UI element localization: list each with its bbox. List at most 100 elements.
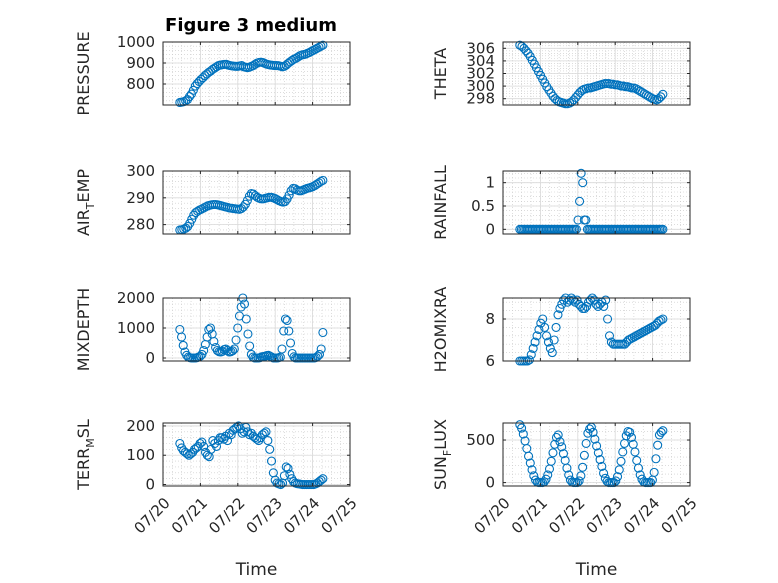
data-point [588, 427, 598, 437]
y-tick-label: 100 [126, 446, 155, 464]
data-point [318, 40, 328, 50]
data-point [176, 332, 187, 342]
data-point [581, 215, 591, 225]
data-point [571, 224, 581, 234]
y-axis-label-subscript: F [441, 450, 454, 456]
data-point [593, 448, 603, 458]
data-point [314, 349, 325, 359]
data-point [316, 176, 326, 187]
axes-box [502, 422, 691, 487]
panel-pressure: 800 900 1000 PRESSURE [74, 31, 351, 116]
data-point [562, 463, 572, 473]
y-tick-label: 0 [485, 220, 495, 238]
data-point [616, 456, 626, 466]
data-point [241, 314, 251, 324]
y-axis-label: SUNFLUX [431, 419, 454, 490]
data-point [178, 340, 188, 350]
axes-box [162, 422, 351, 487]
data-point [209, 336, 219, 347]
y-tick-label: 8 [485, 310, 495, 328]
data-point [553, 430, 563, 440]
y-axis-label-main: TERR [74, 448, 93, 491]
data-point [518, 429, 528, 439]
data-point [656, 427, 666, 437]
data-point [649, 467, 659, 477]
data-point [603, 314, 613, 324]
axes-box [502, 297, 691, 362]
data-point [277, 344, 287, 354]
y-tick-label: 1000 [117, 33, 155, 51]
data-point [546, 456, 556, 466]
data-point [231, 335, 241, 345]
data-point [175, 438, 185, 449]
data-point [599, 468, 609, 478]
data-point [263, 436, 273, 446]
x-axis-label: Time [235, 560, 278, 580]
y-axis-label-main: H2OMIXRA [431, 287, 450, 373]
data-point [557, 442, 567, 452]
data-point [555, 437, 565, 447]
data-point [266, 456, 277, 466]
data-point [259, 428, 269, 438]
data-point [313, 351, 323, 361]
data-point [316, 344, 326, 354]
data-point [199, 345, 209, 356]
data-point [523, 451, 534, 461]
data-point [604, 331, 615, 341]
data-point [538, 314, 548, 324]
y-tick-label: 0 [485, 474, 495, 492]
y-tick-label: 0.5 [471, 197, 495, 215]
data-point [592, 441, 602, 451]
y-tick-label: 306 [466, 39, 495, 57]
data-point [201, 202, 211, 212]
data-point [233, 323, 243, 333]
y-axis-label: THETA [431, 48, 450, 100]
data-point [284, 190, 294, 200]
y-axis-label-main: MIXDEPTH [74, 288, 93, 371]
data-point [197, 437, 207, 447]
data-point [238, 202, 248, 212]
data-point [630, 447, 640, 457]
panel-h2omixra: 6 8 H2OMIXRA [431, 287, 691, 373]
data-point [548, 448, 558, 458]
y-axis-label-main: SUN [431, 456, 450, 490]
data-point [205, 323, 216, 333]
data-point [245, 341, 255, 351]
y-axis-label-main: AIR [74, 209, 93, 236]
data-point [276, 479, 286, 490]
y-tick-label: 0 [145, 349, 155, 367]
data-point [282, 315, 292, 326]
y-tick-label: 200 [126, 417, 155, 435]
data-point [601, 295, 611, 305]
data-point [575, 196, 585, 206]
data-point [576, 471, 586, 481]
data-point [612, 472, 623, 482]
data-point [658, 224, 668, 234]
data-point [633, 463, 644, 473]
data-point [611, 476, 621, 486]
panel-air-temp: 280 290 300 AIRTEMP [74, 162, 351, 236]
data-point [658, 89, 668, 99]
data-point [547, 348, 557, 358]
data-point [265, 444, 275, 454]
y-tick-label: 300 [466, 77, 495, 95]
data-point [599, 301, 609, 311]
y-axis-label-tail: LUX [431, 419, 450, 450]
data-point [658, 314, 668, 324]
data-point [551, 322, 561, 332]
data-point [625, 427, 635, 437]
y-tick-label: 900 [126, 54, 155, 72]
data-point [229, 344, 239, 354]
data-point [316, 475, 326, 485]
y-tick-label: 2000 [117, 289, 155, 307]
data-point [211, 441, 222, 451]
data-point [590, 434, 600, 444]
axes-box [162, 297, 351, 362]
data-point [261, 427, 271, 437]
data-point [524, 355, 534, 365]
data-point [528, 343, 538, 353]
data-point [578, 462, 588, 472]
data-point [579, 450, 589, 460]
